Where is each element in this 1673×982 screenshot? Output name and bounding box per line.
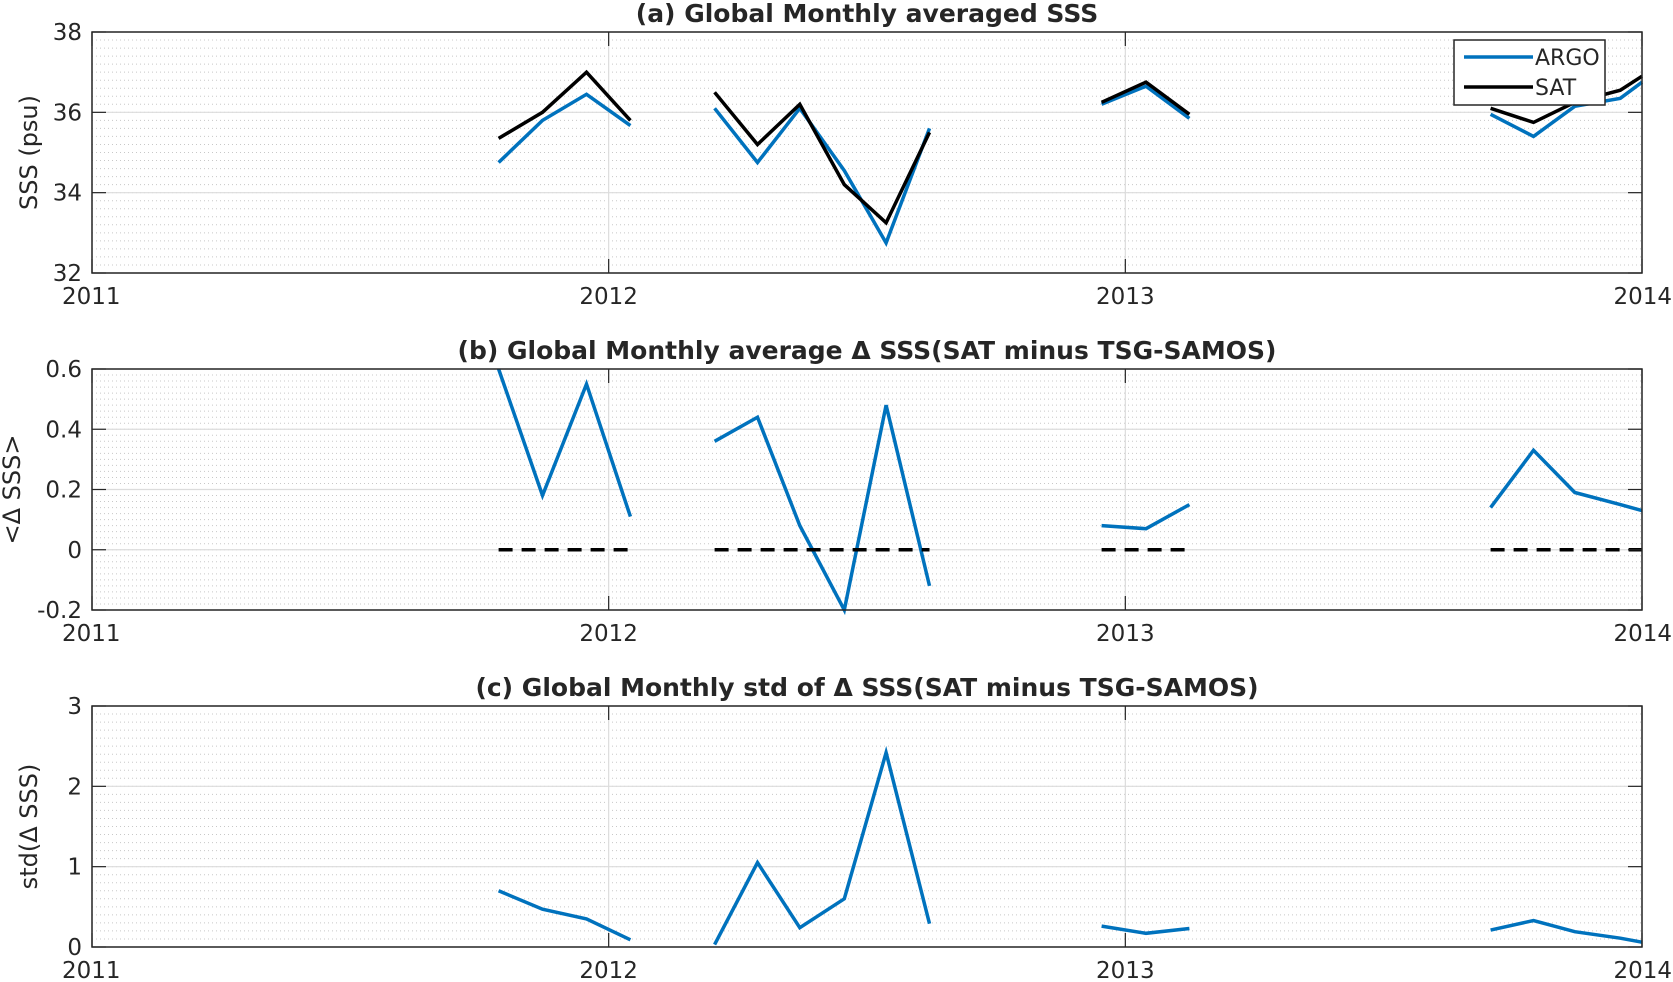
plot-area — [92, 706, 1642, 947]
series-line-segment-1 — [497, 889, 632, 942]
legend-label-sat: SAT — [1535, 76, 1577, 101]
panel-title: (a) Global Monthly averaged SSS — [636, 0, 1098, 28]
series-line-segment-4 — [1490, 918, 1643, 944]
series-sat-segment-3 — [1100, 80, 1191, 116]
series-line-segment-3 — [1101, 924, 1190, 936]
x-tick-label: 2011 — [62, 621, 121, 647]
series-line-segment-3 — [1101, 503, 1191, 531]
x-tick-label: 2011 — [62, 958, 121, 982]
x-tick-label: 2013 — [1096, 284, 1155, 310]
series-line-segment-2 — [713, 404, 932, 616]
x-tick-label: 2014 — [1613, 958, 1672, 982]
axes-box — [91, 31, 1643, 274]
legend-box — [1453, 39, 1606, 106]
y-tick-label: 0.2 — [45, 478, 82, 504]
series-argo-segment-1 — [497, 92, 632, 164]
panel-title: (c) Global Monthly std of Δ SSS(SAT minu… — [475, 673, 1258, 702]
y-tick-label: -0.2 — [37, 598, 82, 624]
y-tick-label: 1 — [67, 855, 82, 881]
x-tick-label: 2013 — [1096, 621, 1155, 647]
panel-b: -0.2 0 0.2 0.4 0.6 2011 2012 2013 2014 (b) Global… — [0, 336, 1672, 647]
series-argo-segment-2 — [713, 105, 932, 247]
x-tick-label: 2012 — [579, 621, 638, 647]
series-sat-segment-1 — [497, 69, 632, 140]
y-tick-label: 3 — [67, 694, 82, 720]
y-axis-label: SSS (psu) — [15, 95, 43, 210]
x-tick-label: 2012 — [579, 284, 638, 310]
y-axis-label: std(Δ SSS) — [15, 764, 43, 890]
axes-box — [91, 705, 1643, 948]
y-tick-label: 0.6 — [45, 357, 82, 383]
series-line-segment-4 — [1489, 447, 1643, 513]
panel-c: 0 1 2 3 2011 2012 2013 2014 (c) Global Monthly s… — [15, 673, 1672, 982]
series-line-segment-1 — [496, 368, 633, 518]
y-tick-label: 34 — [53, 181, 82, 207]
plot-area — [92, 32, 1642, 273]
y-tick-label: 2 — [67, 774, 82, 800]
series-line-segment-2 — [713, 745, 932, 946]
y-tick-label: 0 — [67, 935, 82, 961]
y-tick-label: 32 — [53, 261, 82, 287]
panel-title: (b) Global Monthly average Δ SSS(SAT min… — [458, 336, 1277, 365]
panel-a: 32 34 36 38 2011 2012 2013 2014 (a) Global Month… — [15, 0, 1672, 310]
series-argo-segment-4 — [1489, 80, 1644, 139]
series-sat-segment-2 — [713, 91, 932, 226]
x-tick-label: 2014 — [1613, 284, 1672, 310]
legend: ARGO SAT — [1453, 39, 1606, 106]
legend-label-argo: ARGO — [1535, 46, 1600, 71]
y-tick-label: 36 — [53, 100, 82, 126]
y-tick-label: 0 — [67, 538, 82, 564]
series-argo-segment-3 — [1100, 84, 1191, 120]
x-tick-label: 2013 — [1096, 958, 1155, 982]
y-axis-label: <Δ SSS> — [0, 435, 26, 545]
x-tick-label: 2011 — [62, 284, 121, 310]
x-tick-label: 2012 — [579, 958, 638, 982]
y-tick-label: 0.4 — [45, 417, 82, 443]
x-tick-label: 2014 — [1613, 621, 1672, 647]
y-tick-label: 38 — [53, 20, 82, 46]
